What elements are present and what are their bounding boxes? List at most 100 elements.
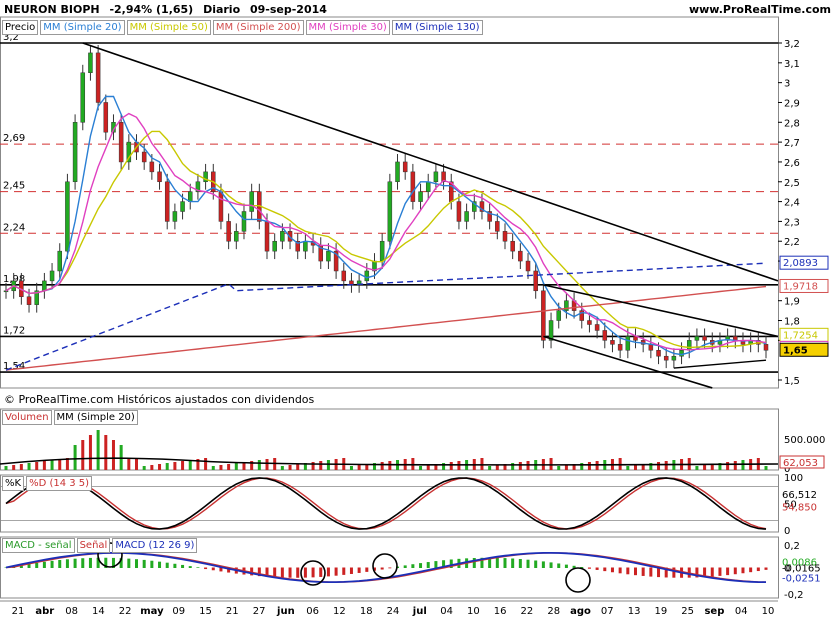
volume-bar [280, 466, 284, 470]
macd-hist-bar [610, 567, 614, 573]
volume-bar [96, 430, 100, 470]
candle-body [472, 201, 477, 212]
candle-body [464, 211, 469, 222]
legend_main-legend-item[interactable]: MM (Simple 50) [126, 20, 211, 35]
volume-bar [265, 459, 269, 470]
chart-header: NEURON BIOPH -2,94% (1,65) Diario 09-sep… [4, 3, 333, 16]
macd-hist-bar [618, 567, 622, 574]
macd-hist-bar [518, 559, 522, 568]
price-tick-label: 1,5 [784, 376, 800, 387]
macd-hist-bar [733, 567, 737, 575]
x-axis-label: 10 [467, 606, 480, 617]
x-axis-label: 28 [547, 606, 560, 617]
volume-bar [564, 465, 568, 470]
macd-hist-bar [303, 567, 307, 578]
macd-hist-bar [326, 567, 330, 577]
candle-body [487, 211, 492, 222]
period: Diario [203, 3, 241, 16]
macd-hist-bar [227, 567, 231, 573]
legend_macd-legend-item[interactable]: MACD (12 26 9) [112, 538, 198, 553]
candle-body [763, 344, 769, 351]
annotation-circle [565, 567, 591, 593]
legend_main-legend-item[interactable]: MM (Simple 20) [40, 20, 125, 35]
x-axis-label: 15 [199, 606, 212, 617]
legend_main-legend-item[interactable]: MM (Simple 30) [305, 20, 390, 35]
x-axis-label: 08 [65, 606, 78, 617]
candle-body [126, 141, 132, 163]
level-label: 2,24 [3, 222, 25, 233]
legend_volume-legend-item[interactable]: MM (Simple 20) [53, 410, 138, 425]
x-axis-label: ago [570, 606, 591, 617]
macd-hist-bar [135, 559, 139, 568]
volume-bar [580, 463, 584, 470]
trend-line-support [673, 359, 767, 369]
macd-hist-bar [587, 567, 591, 569]
candle-body [410, 171, 416, 202]
volume-bar [657, 462, 661, 470]
site-url[interactable]: www.ProRealTime.com [688, 3, 831, 16]
x-axis-label: 19 [654, 606, 667, 617]
level-label: 2,69 [3, 133, 25, 144]
x-axis-label: 18 [360, 606, 373, 617]
volume-bar [549, 458, 553, 470]
panel-frame-sto [0, 474, 779, 533]
price-tick-label: 1,8 [784, 317, 800, 328]
volume-bar [380, 462, 384, 470]
stoch-axis-label: 0 [784, 526, 790, 537]
macd-hist-bar [19, 565, 23, 568]
candle-body [502, 231, 508, 242]
macd-hist-bar [96, 557, 100, 568]
legend_stoch-legend-item[interactable]: %D (14 3 5) [26, 476, 93, 491]
ma20-line [5, 95, 767, 356]
volume-bar [695, 466, 699, 470]
legend_stoch-legend-item[interactable]: %K [2, 476, 25, 491]
legend_main-legend-item[interactable]: MM (Simple 200) [212, 20, 304, 35]
trend-line-channel-top [543, 284, 779, 338]
candle-body [671, 355, 677, 361]
candle-body [402, 161, 408, 173]
macd-hist-bar [357, 567, 361, 573]
price-tick-label: 2,2 [784, 237, 800, 248]
volume-bar [741, 460, 745, 470]
x-axis-label: 22 [521, 606, 534, 617]
macd-hist-bar [672, 567, 676, 578]
candle-body [226, 221, 231, 242]
legend_main-legend-item[interactable]: Precio [2, 20, 39, 35]
macd-hist-bar [633, 567, 637, 576]
legend_main-legend-item[interactable]: MM (Simple 130) [391, 20, 483, 35]
macd-hist-bar [319, 567, 323, 577]
volume-bar [733, 461, 737, 470]
x-axis-label: 07 [601, 606, 614, 617]
macd-axis-label: -0,2 [784, 590, 804, 601]
legend_macd-legend-item[interactable]: Señal [76, 538, 111, 553]
macd-hist-bar [541, 561, 545, 568]
volume-bar [35, 462, 39, 470]
legend_macd-legend-item[interactable]: MACD - señal [2, 538, 75, 553]
volume-bar [250, 461, 254, 470]
macd-hist-bar [181, 564, 185, 568]
candle-body [203, 171, 208, 183]
macd-hist-bar [288, 567, 292, 578]
macd-hist-bar [495, 557, 499, 568]
macd-hist-bar [158, 561, 162, 568]
price-tick-label: 2,4 [784, 198, 800, 209]
macd-hist-bar [142, 559, 146, 568]
candle-body [57, 250, 62, 272]
macd-hist-bar [211, 567, 215, 571]
volume-bar [726, 462, 730, 470]
macd-hist-bar [664, 567, 668, 578]
legend_volume-legend-item[interactable]: Volumen [2, 410, 52, 425]
stoch-axis-label: 50 [784, 500, 797, 511]
volume-bar [119, 445, 123, 470]
macd-hist-bar [741, 567, 745, 574]
candle-body [280, 231, 285, 242]
macd-hist-bar [365, 567, 369, 572]
macd-hist-bar [488, 557, 492, 568]
candle-body [548, 320, 554, 341]
volume-bar [158, 464, 162, 470]
candle-body [679, 350, 684, 357]
volume-bar [641, 464, 645, 470]
macd-hist-bar [334, 567, 338, 576]
volume-bar [518, 462, 522, 470]
